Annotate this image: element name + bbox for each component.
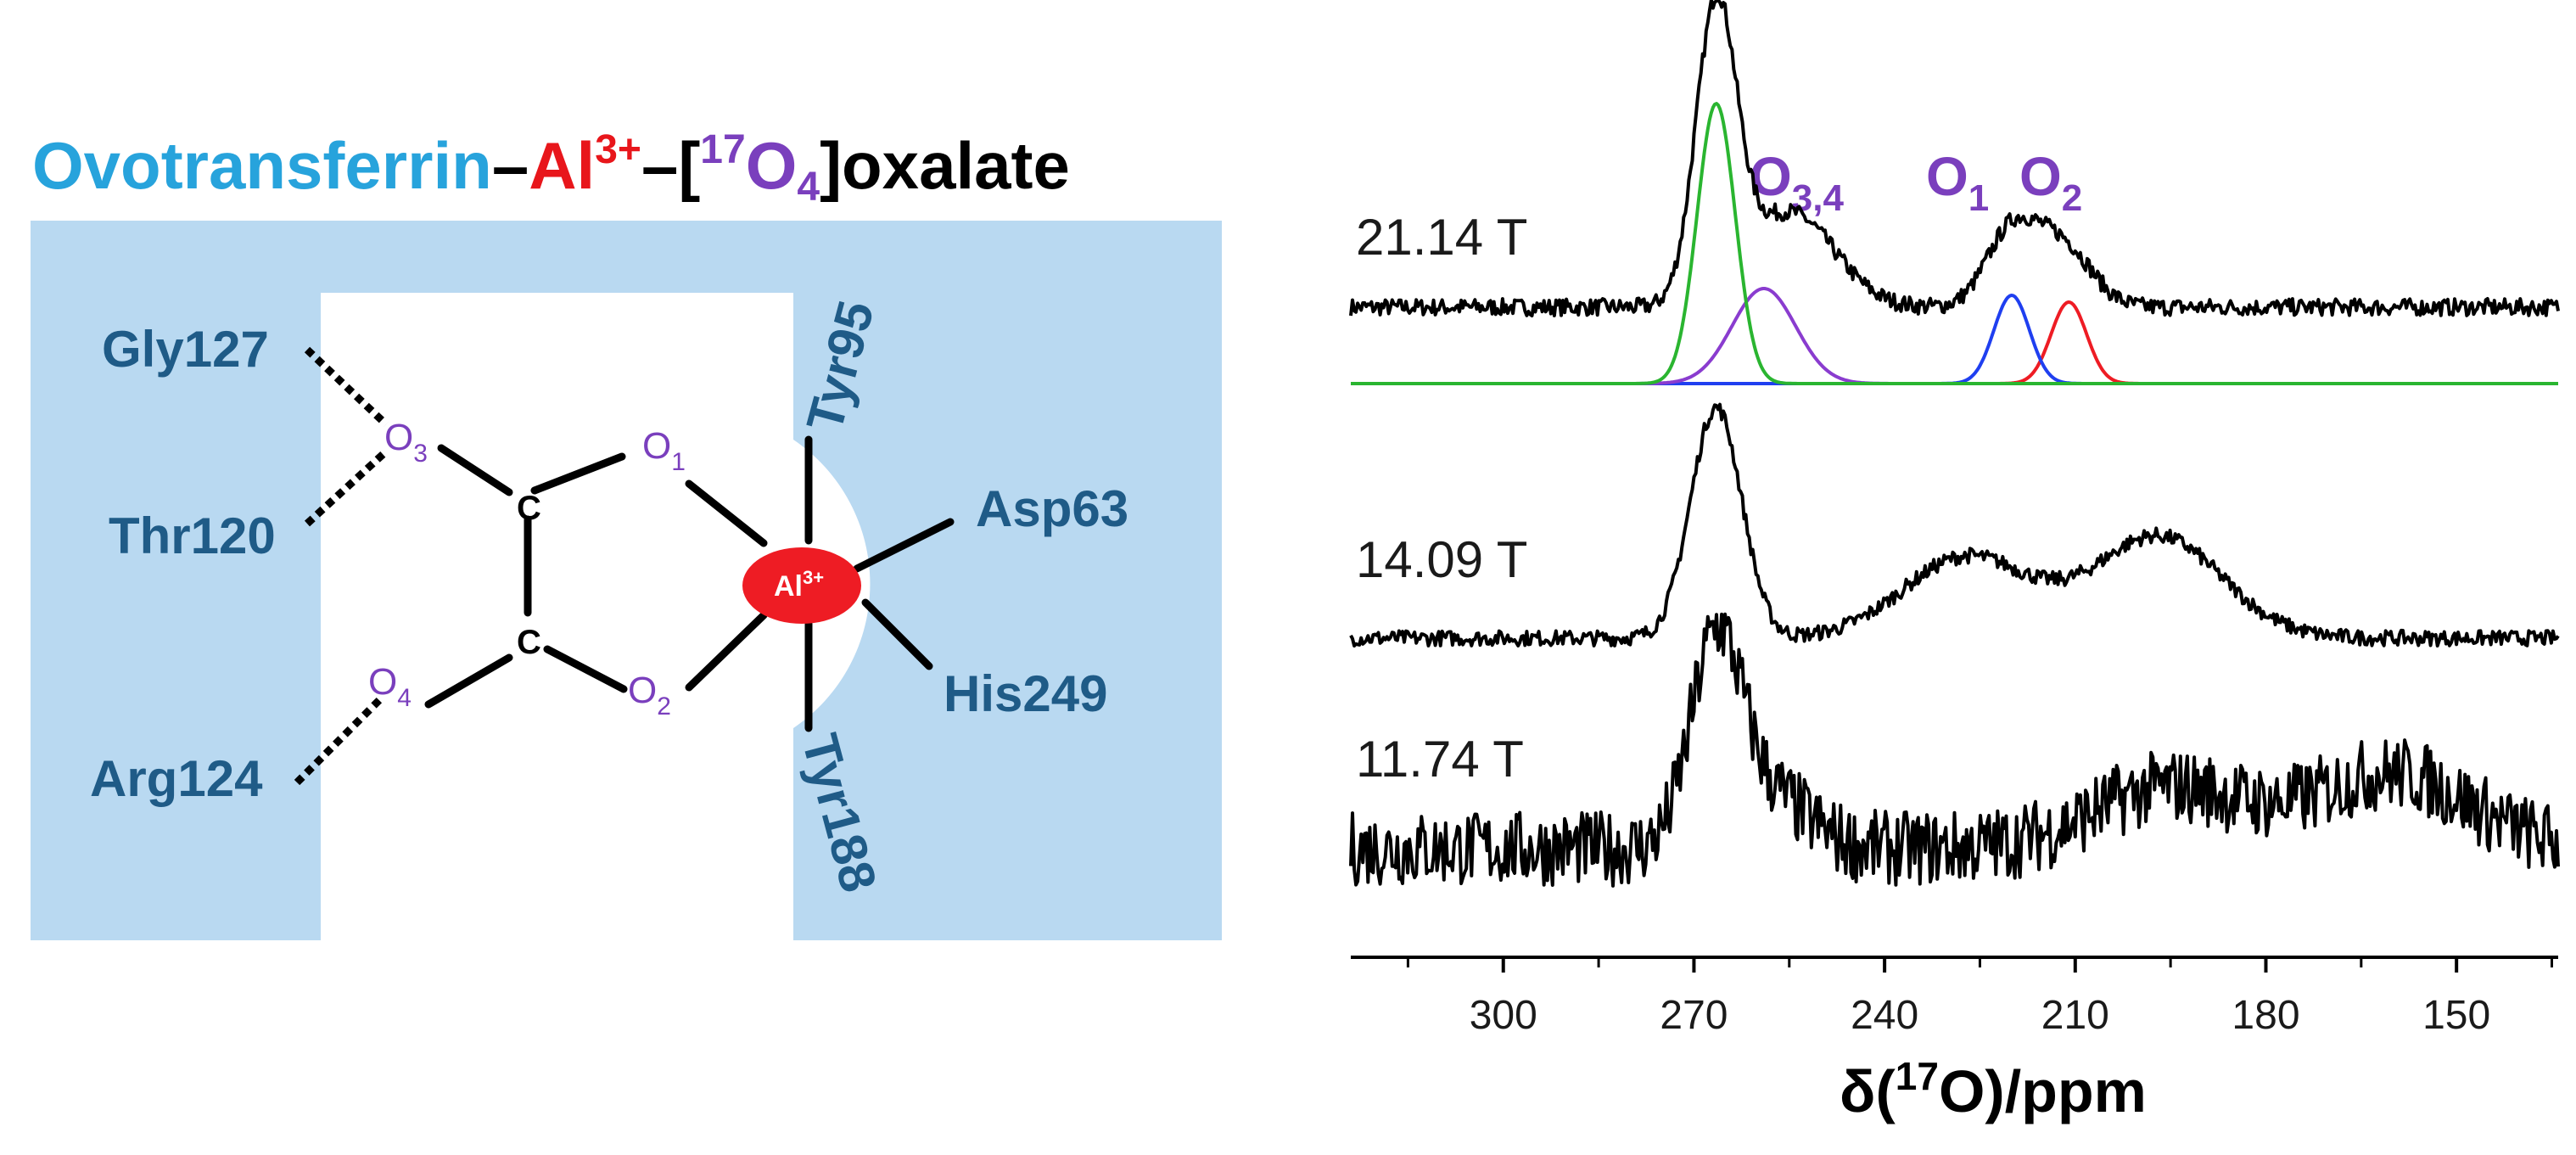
title-protein: Ovotransferrin bbox=[32, 128, 492, 203]
x-axis-label: δ(17O)/ppm bbox=[1840, 1054, 2147, 1124]
oxygen-4: O4 bbox=[368, 661, 412, 712]
bond-al-his249 bbox=[861, 598, 933, 670]
title-metal-charge: 3+ bbox=[595, 127, 641, 172]
figure-title: Ovotransferrin–Al3+–[17O4]oxalate bbox=[32, 127, 1070, 210]
bonds bbox=[424, 435, 955, 732]
spectrum-14-09T bbox=[1349, 402, 2560, 648]
spectrum-21-14T bbox=[1349, 0, 2560, 317]
al-label: Al bbox=[774, 570, 803, 603]
title-metal: Al bbox=[529, 128, 595, 203]
fit-o34-green bbox=[1351, 102, 2558, 385]
peak-label-o1: O1 bbox=[1926, 146, 1989, 219]
x-tick-label: 270 bbox=[1660, 993, 1728, 1038]
bond-o2-al bbox=[685, 611, 768, 692]
residue-his249: His249 bbox=[944, 665, 1107, 722]
field-label-14: 14.09 T bbox=[1356, 531, 1527, 588]
x-tick-label: 150 bbox=[2422, 993, 2490, 1038]
spectrum-11-74T bbox=[1349, 612, 2560, 888]
title-oxygen: O bbox=[746, 128, 798, 203]
residue-asp63: Asp63 bbox=[976, 480, 1128, 537]
bond-c2-o4 bbox=[424, 653, 513, 709]
bond-al-asp63 bbox=[853, 518, 955, 573]
bond-o3-c1 bbox=[437, 444, 513, 496]
spectra-traces bbox=[1349, 0, 2560, 888]
carbon-1: C bbox=[517, 490, 541, 527]
title-dash-2: –[ bbox=[641, 128, 700, 203]
residue-arg124: Arg124 bbox=[90, 750, 263, 807]
hydrogen-bonds bbox=[294, 346, 389, 786]
al-charge: 3+ bbox=[803, 567, 824, 588]
protein-pocket-background bbox=[31, 221, 1222, 940]
hbond-gly127-o3 bbox=[304, 346, 389, 428]
aluminum-ion bbox=[742, 547, 861, 624]
oxygen-3: O3 bbox=[384, 417, 428, 468]
title-oxalate: ]oxalate bbox=[820, 128, 1070, 203]
hbond-thr120-o3 bbox=[304, 448, 389, 527]
peak-label-o2: O2 bbox=[2019, 146, 2082, 219]
bond-c1-o1 bbox=[530, 452, 626, 495]
x-tick-label: 240 bbox=[1851, 993, 1918, 1038]
carbon-2: C bbox=[517, 624, 541, 661]
oxygen-2: O2 bbox=[628, 670, 671, 720]
bond-o1-al bbox=[685, 479, 768, 547]
bond-c2-o2 bbox=[543, 645, 628, 693]
title-oxygen-sub: 4 bbox=[797, 165, 820, 210]
x-tick-label: 300 bbox=[1470, 993, 1537, 1038]
field-label-21: 21.14 T bbox=[1356, 209, 1527, 266]
aluminum-ion-label: Al3+ bbox=[774, 567, 824, 603]
field-label-11: 11.74 T bbox=[1356, 731, 1524, 788]
oxygen-1: O1 bbox=[642, 425, 686, 476]
hbond-arg124-o4 bbox=[294, 697, 383, 786]
residue-gly127: Gly127 bbox=[102, 321, 269, 378]
x-tick-label: 210 bbox=[2041, 993, 2109, 1038]
title-isotope: 17 bbox=[700, 127, 745, 172]
x-tick-label: 180 bbox=[2232, 993, 2299, 1038]
residue-thr120: Thr120 bbox=[109, 507, 276, 564]
x-axis-ticks: 300 270 240 210 180 150 bbox=[1406, 957, 2554, 1038]
title-dash-1: – bbox=[492, 128, 529, 203]
nmr-spectra-chart: 21.14 T 14.09 T 11.74 T O3,4 O1 O2 300 27… bbox=[1349, 0, 2560, 1124]
